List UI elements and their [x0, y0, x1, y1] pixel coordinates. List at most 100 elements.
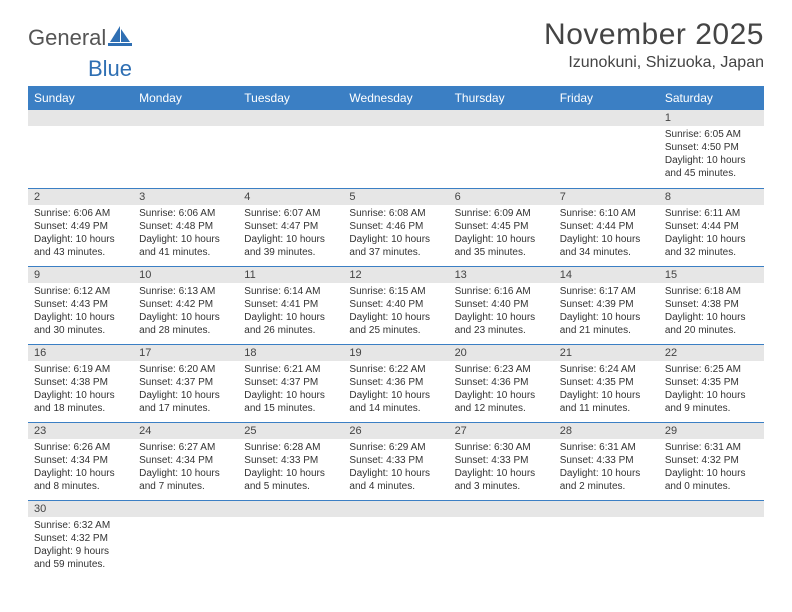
day-number: 25 — [238, 423, 343, 439]
month-title: November 2025 — [544, 18, 764, 52]
day-number: 12 — [343, 267, 448, 283]
day-body: Sunrise: 6:10 AMSunset: 4:44 PMDaylight:… — [554, 205, 659, 263]
day-body: Sunrise: 6:20 AMSunset: 4:37 PMDaylight:… — [133, 361, 238, 419]
calendar-cell — [238, 110, 343, 188]
calendar-cell: 15Sunrise: 6:18 AMSunset: 4:38 PMDayligh… — [659, 266, 764, 344]
calendar-cell: 24Sunrise: 6:27 AMSunset: 4:34 PMDayligh… — [133, 422, 238, 500]
day-body: Sunrise: 6:19 AMSunset: 4:38 PMDaylight:… — [28, 361, 133, 419]
calendar-cell: 25Sunrise: 6:28 AMSunset: 4:33 PMDayligh… — [238, 422, 343, 500]
day-body: Sunrise: 6:16 AMSunset: 4:40 PMDaylight:… — [449, 283, 554, 341]
weekday-header: Friday — [554, 86, 659, 110]
day-number: 28 — [554, 423, 659, 439]
day-body: Sunrise: 6:08 AMSunset: 4:46 PMDaylight:… — [343, 205, 448, 263]
day-body: Sunrise: 6:21 AMSunset: 4:37 PMDaylight:… — [238, 361, 343, 419]
weekday-header: Saturday — [659, 86, 764, 110]
calendar-cell — [659, 500, 764, 578]
calendar-cell: 26Sunrise: 6:29 AMSunset: 4:33 PMDayligh… — [343, 422, 448, 500]
logo: General — [28, 18, 134, 52]
calendar-cell — [554, 500, 659, 578]
calendar-cell — [133, 110, 238, 188]
empty-day-header — [659, 501, 764, 517]
calendar-row: 30Sunrise: 6:32 AMSunset: 4:32 PMDayligh… — [28, 500, 764, 578]
empty-day-header — [238, 110, 343, 126]
calendar-cell — [238, 500, 343, 578]
calendar-cell: 1Sunrise: 6:05 AMSunset: 4:50 PMDaylight… — [659, 110, 764, 188]
calendar-cell: 2Sunrise: 6:06 AMSunset: 4:49 PMDaylight… — [28, 188, 133, 266]
empty-day-header — [343, 110, 448, 126]
day-number: 23 — [28, 423, 133, 439]
day-number: 18 — [238, 345, 343, 361]
day-body: Sunrise: 6:26 AMSunset: 4:34 PMDaylight:… — [28, 439, 133, 497]
day-body: Sunrise: 6:12 AMSunset: 4:43 PMDaylight:… — [28, 283, 133, 341]
day-body: Sunrise: 6:28 AMSunset: 4:33 PMDaylight:… — [238, 439, 343, 497]
empty-day-header — [133, 110, 238, 126]
day-number: 24 — [133, 423, 238, 439]
calendar-cell: 29Sunrise: 6:31 AMSunset: 4:32 PMDayligh… — [659, 422, 764, 500]
calendar-cell: 9Sunrise: 6:12 AMSunset: 4:43 PMDaylight… — [28, 266, 133, 344]
day-number: 9 — [28, 267, 133, 283]
calendar-row: 1Sunrise: 6:05 AMSunset: 4:50 PMDaylight… — [28, 110, 764, 188]
calendar-cell — [28, 110, 133, 188]
calendar-cell: 12Sunrise: 6:15 AMSunset: 4:40 PMDayligh… — [343, 266, 448, 344]
day-body: Sunrise: 6:13 AMSunset: 4:42 PMDaylight:… — [133, 283, 238, 341]
calendar-row: 9Sunrise: 6:12 AMSunset: 4:43 PMDaylight… — [28, 266, 764, 344]
calendar-cell: 28Sunrise: 6:31 AMSunset: 4:33 PMDayligh… — [554, 422, 659, 500]
calendar-cell: 22Sunrise: 6:25 AMSunset: 4:35 PMDayligh… — [659, 344, 764, 422]
day-number: 19 — [343, 345, 448, 361]
day-number: 6 — [449, 189, 554, 205]
calendar-cell: 11Sunrise: 6:14 AMSunset: 4:41 PMDayligh… — [238, 266, 343, 344]
calendar-cell: 16Sunrise: 6:19 AMSunset: 4:38 PMDayligh… — [28, 344, 133, 422]
day-number: 20 — [449, 345, 554, 361]
weekday-header: Sunday — [28, 86, 133, 110]
calendar-cell: 17Sunrise: 6:20 AMSunset: 4:37 PMDayligh… — [133, 344, 238, 422]
calendar-cell: 6Sunrise: 6:09 AMSunset: 4:45 PMDaylight… — [449, 188, 554, 266]
calendar-cell: 23Sunrise: 6:26 AMSunset: 4:34 PMDayligh… — [28, 422, 133, 500]
day-body: Sunrise: 6:24 AMSunset: 4:35 PMDaylight:… — [554, 361, 659, 419]
day-body: Sunrise: 6:14 AMSunset: 4:41 PMDaylight:… — [238, 283, 343, 341]
calendar-cell: 27Sunrise: 6:30 AMSunset: 4:33 PMDayligh… — [449, 422, 554, 500]
day-body: Sunrise: 6:07 AMSunset: 4:47 PMDaylight:… — [238, 205, 343, 263]
day-number: 29 — [659, 423, 764, 439]
calendar-cell — [343, 110, 448, 188]
calendar-body: 1Sunrise: 6:05 AMSunset: 4:50 PMDaylight… — [28, 110, 764, 578]
calendar-cell: 14Sunrise: 6:17 AMSunset: 4:39 PMDayligh… — [554, 266, 659, 344]
day-number: 16 — [28, 345, 133, 361]
day-number: 3 — [133, 189, 238, 205]
day-number: 4 — [238, 189, 343, 205]
day-number: 17 — [133, 345, 238, 361]
calendar-cell: 5Sunrise: 6:08 AMSunset: 4:46 PMDaylight… — [343, 188, 448, 266]
calendar-cell — [449, 500, 554, 578]
day-body: Sunrise: 6:25 AMSunset: 4:35 PMDaylight:… — [659, 361, 764, 419]
day-number: 5 — [343, 189, 448, 205]
day-body: Sunrise: 6:05 AMSunset: 4:50 PMDaylight:… — [659, 126, 764, 184]
calendar-cell: 4Sunrise: 6:07 AMSunset: 4:47 PMDaylight… — [238, 188, 343, 266]
day-body: Sunrise: 6:17 AMSunset: 4:39 PMDaylight:… — [554, 283, 659, 341]
logo-text-general: General — [28, 25, 106, 51]
weekday-header: Tuesday — [238, 86, 343, 110]
empty-day-header — [449, 501, 554, 517]
calendar-cell — [343, 500, 448, 578]
calendar-cell: 18Sunrise: 6:21 AMSunset: 4:37 PMDayligh… — [238, 344, 343, 422]
day-body: Sunrise: 6:09 AMSunset: 4:45 PMDaylight:… — [449, 205, 554, 263]
calendar-cell: 30Sunrise: 6:32 AMSunset: 4:32 PMDayligh… — [28, 500, 133, 578]
day-body: Sunrise: 6:30 AMSunset: 4:33 PMDaylight:… — [449, 439, 554, 497]
sail-icon — [108, 24, 134, 52]
weekday-header: Thursday — [449, 86, 554, 110]
empty-day-header — [554, 110, 659, 126]
calendar-cell: 21Sunrise: 6:24 AMSunset: 4:35 PMDayligh… — [554, 344, 659, 422]
day-body: Sunrise: 6:32 AMSunset: 4:32 PMDaylight:… — [28, 517, 133, 575]
calendar-cell: 19Sunrise: 6:22 AMSunset: 4:36 PMDayligh… — [343, 344, 448, 422]
day-body: Sunrise: 6:22 AMSunset: 4:36 PMDaylight:… — [343, 361, 448, 419]
day-number: 1 — [659, 110, 764, 126]
day-body: Sunrise: 6:06 AMSunset: 4:48 PMDaylight:… — [133, 205, 238, 263]
day-body: Sunrise: 6:15 AMSunset: 4:40 PMDaylight:… — [343, 283, 448, 341]
day-number: 21 — [554, 345, 659, 361]
empty-day-header — [554, 501, 659, 517]
day-number: 30 — [28, 501, 133, 517]
weekday-header: Wednesday — [343, 86, 448, 110]
day-number: 22 — [659, 345, 764, 361]
calendar-table: SundayMondayTuesdayWednesdayThursdayFrid… — [28, 86, 764, 578]
empty-day-header — [133, 501, 238, 517]
empty-day-header — [238, 501, 343, 517]
day-number: 27 — [449, 423, 554, 439]
